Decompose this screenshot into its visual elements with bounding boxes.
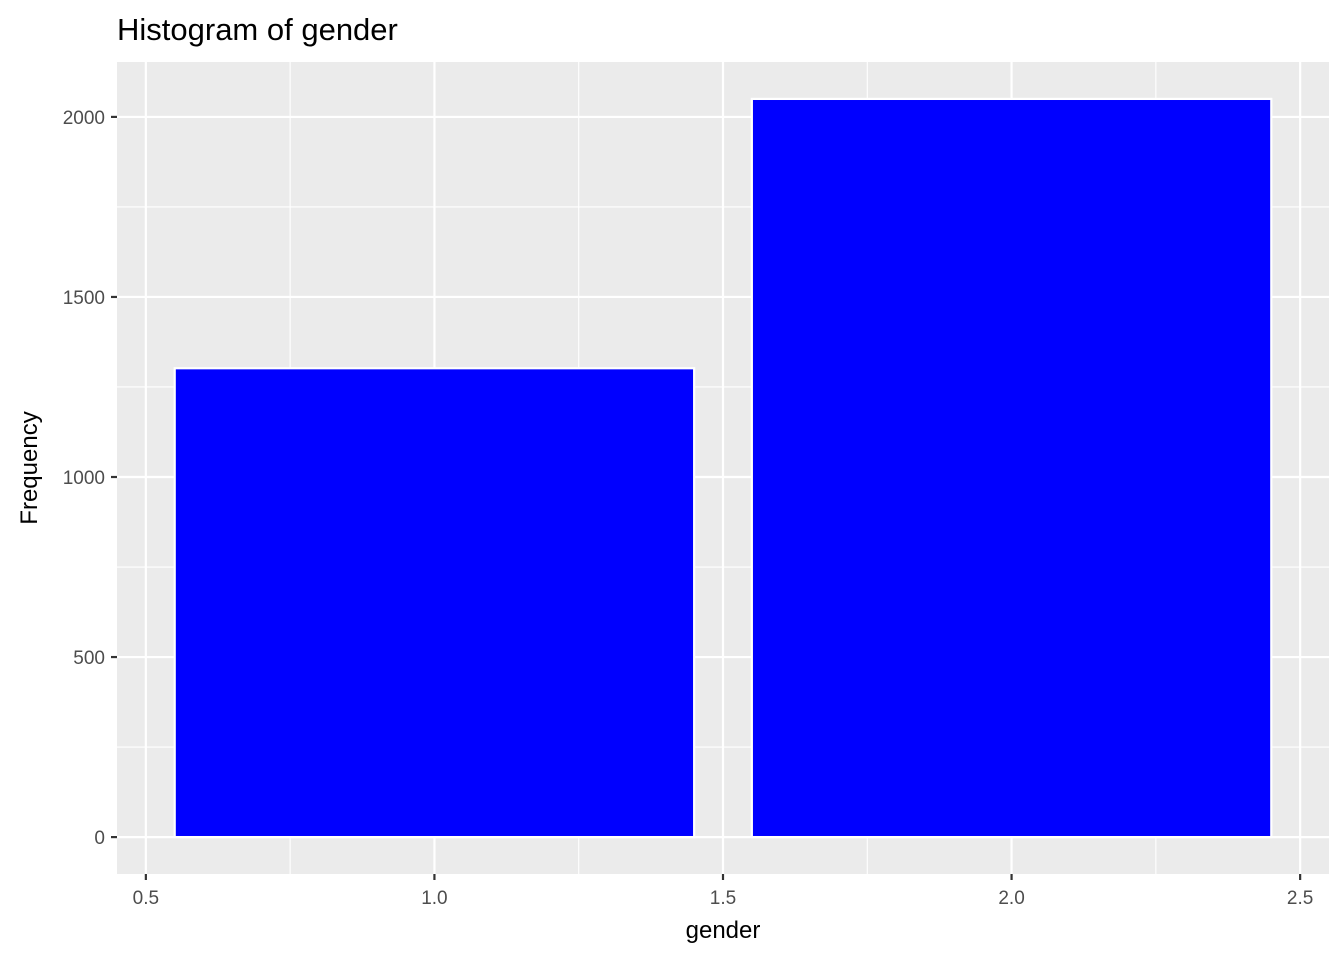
x-tick-label: 1.5 [710,888,736,909]
x-axis-title: gender [686,917,761,944]
x-tick-label: 1.0 [421,888,447,909]
x-tick-label: 0.5 [133,888,159,909]
y-axis: 0 500 1000 1500 2000 [63,108,117,849]
y-tick-label: 1000 [63,468,105,489]
x-tick-label: 2.5 [1287,888,1313,909]
x-axis: 0.5 1.0 1.5 2.0 2.5 [133,874,1313,909]
y-tick-label: 1500 [63,288,105,309]
histogram-bar [173,367,696,839]
histogram-bar [750,97,1273,839]
y-axis-title: Frequency [16,411,43,524]
chart-title: Histogram of gender [117,12,398,47]
y-tick-label: 500 [73,648,105,669]
bars [173,97,1273,839]
y-tick-label: 0 [94,828,105,849]
y-tick-label: 2000 [63,108,105,129]
x-tick-label: 2.0 [998,888,1024,909]
